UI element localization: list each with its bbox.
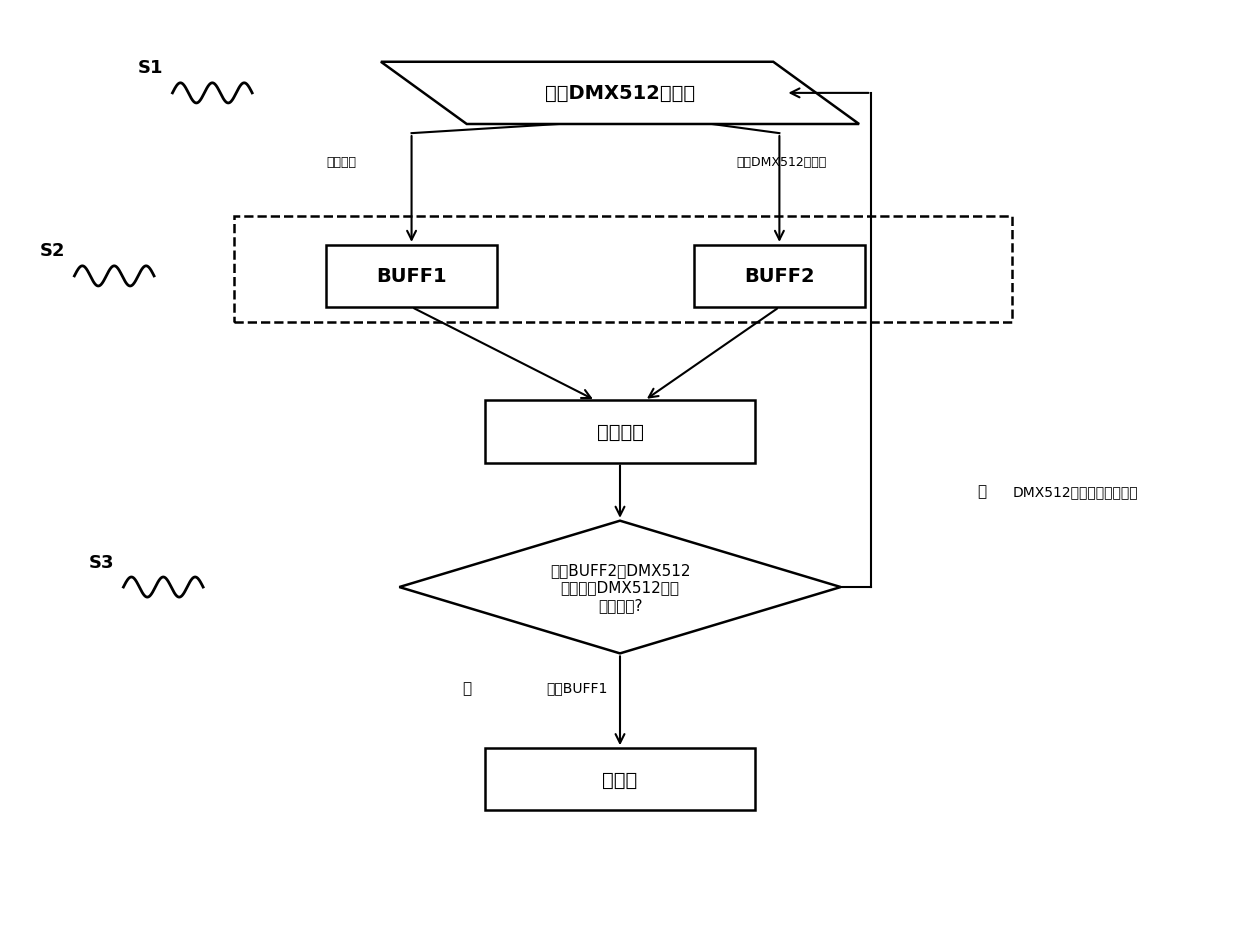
- Text: 接收DMX512数据包: 接收DMX512数据包: [544, 84, 696, 103]
- Polygon shape: [399, 522, 841, 653]
- Bar: [485, 401, 755, 463]
- Text: S3: S3: [88, 553, 114, 571]
- Text: 否: 否: [977, 483, 986, 499]
- Text: 对比BUFF2的DMX512
数据包和DMX512协议
是否一致?: 对比BUFF2的DMX512 数据包和DMX512协议 是否一致?: [549, 562, 691, 612]
- Text: 对比处理: 对比处理: [596, 422, 644, 442]
- Text: 整帧DMX512数据包: 整帧DMX512数据包: [737, 156, 827, 169]
- Text: 舞台灯: 舞台灯: [603, 770, 637, 789]
- Text: 是: 是: [463, 680, 471, 695]
- Text: 通道数据: 通道数据: [326, 156, 356, 169]
- Text: BUFF1: BUFF1: [376, 267, 446, 286]
- Text: 输出BUFF1: 输出BUFF1: [547, 681, 608, 695]
- Text: S2: S2: [40, 242, 64, 260]
- Bar: [234, 217, 1012, 322]
- Text: DMX512接口重新接收数据: DMX512接口重新接收数据: [1012, 484, 1138, 498]
- Polygon shape: [381, 63, 859, 125]
- Text: S1: S1: [138, 59, 164, 77]
- Text: BUFF2: BUFF2: [744, 267, 815, 286]
- Bar: [693, 246, 866, 308]
- Bar: [326, 246, 497, 308]
- Bar: [485, 748, 755, 810]
